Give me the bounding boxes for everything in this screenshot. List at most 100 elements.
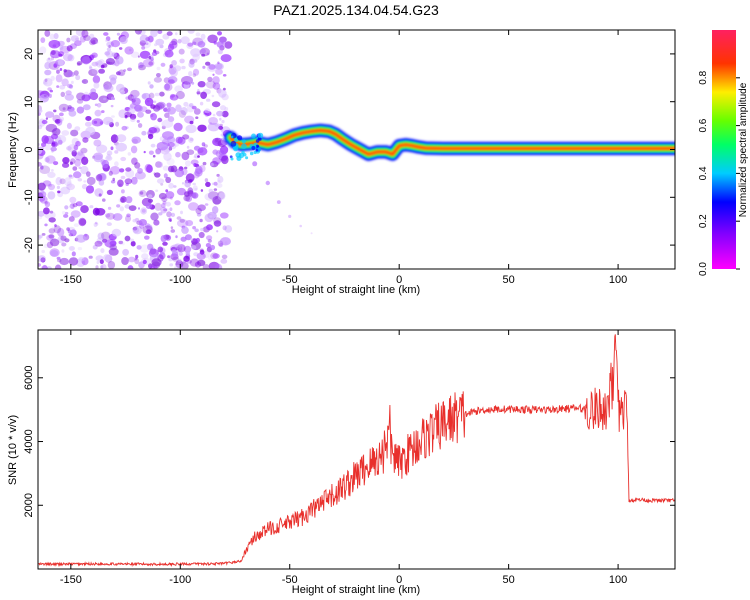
noise-blob	[108, 44, 111, 49]
noise-blob	[206, 98, 211, 102]
noise-blob	[62, 157, 70, 164]
noise-blob	[179, 218, 185, 223]
noise-blob	[180, 210, 183, 215]
noise-blob	[40, 37, 46, 43]
noise-blob	[105, 155, 113, 161]
noise-blob	[168, 257, 173, 262]
noise-blob	[44, 157, 50, 163]
noise-blob	[222, 74, 227, 77]
noise-blob	[76, 62, 81, 66]
noise-blob	[161, 125, 166, 130]
noise-blob	[49, 89, 53, 93]
noise-blob	[197, 89, 200, 92]
noise-blob	[49, 33, 55, 40]
noise-blob	[75, 234, 87, 243]
noise-blob	[183, 255, 190, 262]
noise-blob	[205, 80, 216, 89]
noise-blob	[38, 146, 43, 155]
noise-blob	[163, 152, 172, 161]
noise-blob	[180, 107, 188, 116]
noise-blob	[89, 65, 92, 69]
ridge-blotch	[233, 138, 238, 143]
noise-blob	[204, 203, 209, 206]
noise-blob	[214, 139, 221, 144]
noise-blob	[158, 212, 163, 216]
noise-blob	[213, 181, 218, 186]
noise-blob	[40, 265, 48, 269]
noise-blob	[78, 217, 87, 227]
noise-blob	[58, 103, 70, 112]
noise-blob	[106, 120, 111, 125]
noise-blob	[191, 41, 197, 46]
x-tick-label: 50	[503, 574, 515, 586]
noise-blob	[192, 182, 196, 186]
noise-blob	[176, 216, 182, 220]
noise-blob	[160, 203, 166, 209]
noise-blob	[186, 43, 194, 49]
noise-blob	[208, 64, 216, 70]
noise-blob	[116, 71, 121, 76]
noise-blob	[217, 191, 225, 200]
noise-blob	[177, 244, 186, 253]
noise-blob	[158, 192, 167, 200]
snr-frame	[37, 329, 676, 570]
faint-branch-point	[288, 214, 292, 218]
noise-blob	[38, 263, 41, 267]
noise-blob	[215, 137, 219, 143]
noise-blob	[93, 82, 100, 89]
noise-blob	[171, 60, 178, 66]
noise-blob	[114, 161, 119, 167]
noise-blob	[164, 83, 170, 91]
noise-blob	[103, 97, 107, 101]
noise-blob	[84, 233, 88, 237]
noise-blob	[193, 252, 199, 257]
noise-blob	[46, 57, 52, 64]
noise-blob	[192, 68, 200, 76]
noise-blob	[125, 196, 133, 204]
noise-blob	[182, 134, 190, 140]
noise-blob	[75, 140, 81, 147]
noise-blob	[38, 162, 42, 167]
noise-blob	[137, 167, 143, 174]
noise-blob	[48, 234, 55, 239]
noise-blob	[199, 248, 204, 252]
noise-blob	[210, 163, 214, 167]
noise-blob	[130, 89, 140, 98]
noise-blob	[77, 247, 83, 251]
y-tick-label: -10	[23, 189, 35, 205]
x-tick-label: 0	[396, 574, 402, 586]
colorbar-tick-label: 0.2	[698, 214, 709, 228]
noise-blob	[56, 256, 61, 260]
noise-blob	[204, 178, 209, 183]
noise-blob	[51, 169, 54, 172]
noise-blob	[48, 183, 55, 191]
noise-blob	[146, 164, 153, 173]
noise-blob	[153, 172, 156, 175]
noise-blob	[195, 165, 203, 175]
noise-blob	[172, 256, 180, 262]
noise-blob	[185, 220, 194, 227]
noise-blob	[167, 106, 176, 115]
faint-branch-point	[252, 161, 258, 167]
noise-blob	[86, 176, 96, 186]
noise-blob	[81, 183, 88, 190]
noise-blob	[103, 254, 110, 262]
noise-blob	[205, 61, 211, 66]
noise-blob	[174, 264, 182, 269]
noise-blob	[45, 111, 55, 118]
noise-blob	[109, 166, 121, 175]
noise-blob	[63, 53, 73, 62]
noise-blob	[50, 146, 57, 152]
noise-blob	[58, 118, 63, 123]
ridge-blotch	[257, 132, 264, 139]
noise-blob	[165, 189, 169, 193]
noise-blob	[205, 181, 211, 187]
noise-blob	[224, 225, 233, 233]
noise-blob	[134, 162, 141, 169]
noise-blob	[43, 207, 50, 215]
noise-blob	[193, 59, 198, 63]
noise-blob	[106, 47, 111, 52]
noise-blob	[117, 69, 126, 77]
noise-blob	[220, 105, 226, 111]
noise-blob	[168, 217, 172, 221]
